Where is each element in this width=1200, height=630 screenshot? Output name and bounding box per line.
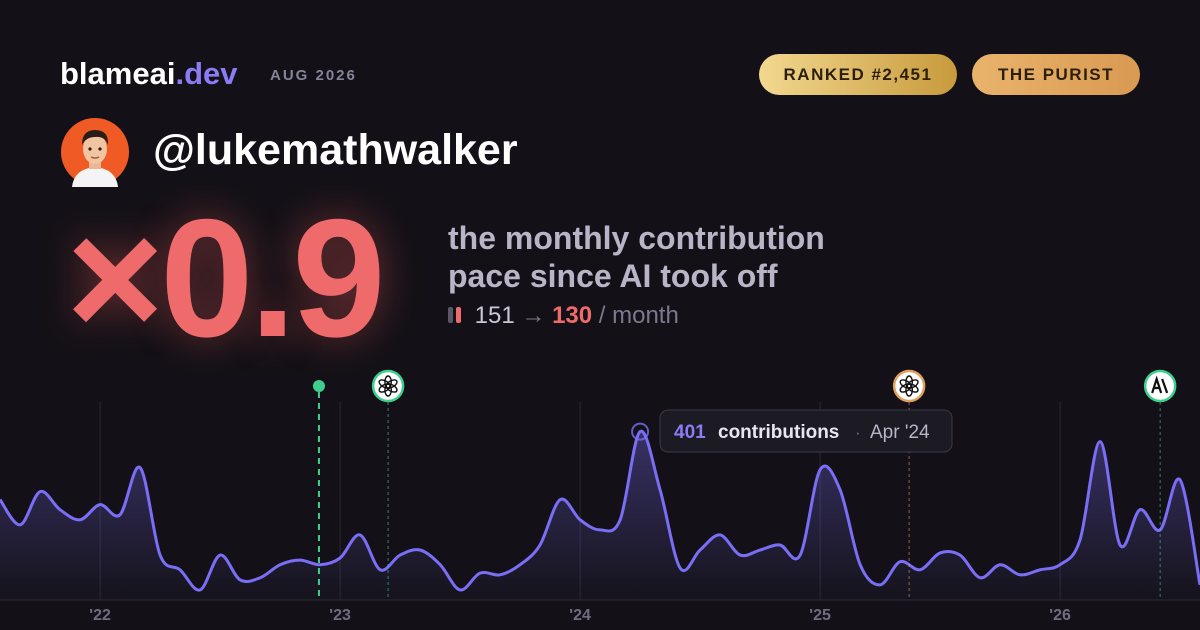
- pace: 151 → 130 / month: [448, 302, 679, 330]
- avatar: [61, 118, 129, 187]
- event-marker: [1143, 369, 1177, 600]
- before: 151: [474, 302, 515, 329]
- icon-petal: [899, 379, 912, 389]
- event-dot: [312, 380, 325, 392]
- tooltip-date: Apr '24: [870, 422, 930, 443]
- handle: @lukemathwalker: [153, 126, 518, 174]
- arrow: →: [521, 302, 546, 329]
- rank-badge: RANKED #2,451: [759, 54, 957, 95]
- x-tick-label: '25: [809, 607, 831, 624]
- area: [0, 431, 1200, 600]
- period: AUG 2026: [270, 67, 357, 84]
- event-marker: [371, 369, 405, 600]
- brand-name: blameai: [60, 56, 176, 91]
- brand-tld: .dev: [175, 56, 238, 91]
- tooltip: 401 contributions · Apr '24: [659, 409, 953, 453]
- highlight-point: [631, 422, 650, 441]
- persona-badge: THE PURIST: [972, 54, 1140, 95]
- event-icon-ring: [892, 369, 926, 403]
- multiplier: ×0.9: [66, 184, 386, 372]
- event-icon-ring: [1143, 369, 1177, 403]
- caption-line: the monthly contribution: [448, 220, 825, 256]
- event-marker: [892, 369, 926, 600]
- icon-glyph: [1151, 375, 1169, 394]
- tooltip-label: contributions: [718, 422, 839, 443]
- icon-petal: [378, 379, 391, 389]
- line: [0, 429, 1200, 592]
- x-tick-label: '26: [1049, 607, 1071, 624]
- unit: / month: [598, 302, 679, 329]
- brand: blameai.dev: [60, 56, 237, 92]
- x-tick-label: '23: [329, 607, 351, 624]
- x-tick-label: '24: [569, 607, 591, 624]
- event-icon-ring: [371, 369, 405, 403]
- event-marker: [312, 380, 325, 600]
- caption-line: pace since AI took off: [448, 258, 778, 294]
- tooltip-separator: ·: [855, 423, 861, 442]
- after: 130: [552, 302, 593, 329]
- tooltip-value: 401: [674, 422, 706, 443]
- pace-icon: [448, 307, 461, 323]
- x-tick-label: '22: [89, 607, 111, 624]
